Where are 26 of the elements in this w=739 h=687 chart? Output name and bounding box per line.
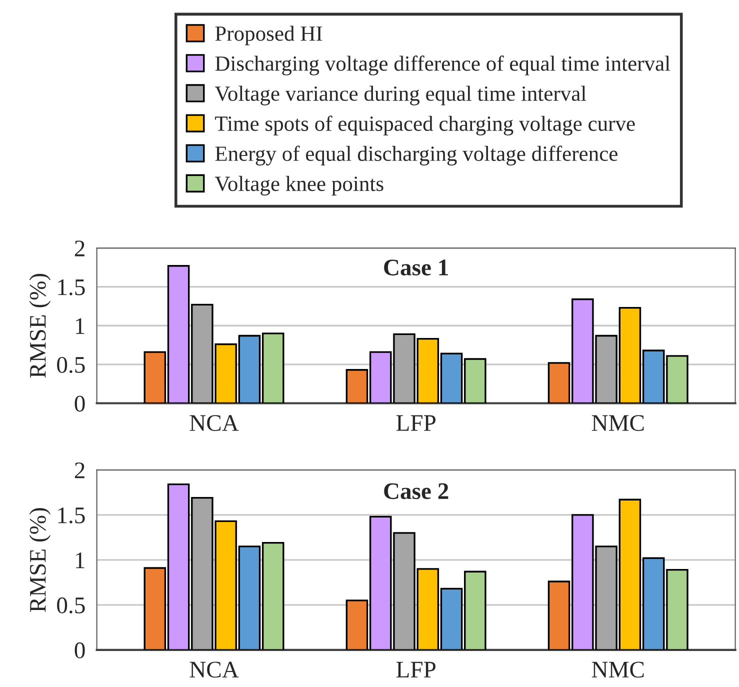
legend-label: Proposed HI [215, 26, 322, 46]
x-tick-label: NCA [190, 662, 239, 678]
y-tick-label: 1.5 [58, 508, 85, 524]
y-axis-title: RMSE (%) [29, 274, 51, 378]
y-tick-label: 2 [74, 240, 84, 256]
y-tick-label: 0.5 [57, 356, 85, 373]
y-tick-label: 1 [76, 318, 84, 334]
x-tick-label: NCA [190, 415, 239, 431]
legend-label: Energy of equal discharging voltage difference [215, 146, 618, 166]
y-tick-label: 2 [74, 462, 84, 478]
legend-label: Time spots of equispaced charging voltage curve [215, 116, 635, 136]
y-tick-label: 0.5 [57, 597, 85, 614]
x-tick-label: NMC [592, 662, 644, 678]
chart-title: Case 2 [384, 483, 448, 500]
x-tick-label: LFP [396, 662, 436, 678]
legend-label: Discharging voltage difference of equal time interval [215, 56, 670, 76]
y-tick-label: 0 [74, 642, 85, 658]
chart-title: Case 1 [384, 260, 448, 276]
legend-label: Voltage variance during equal time interval [214, 86, 586, 106]
y-axis-title: RMSE (%) [29, 508, 51, 612]
y-tick-label: 0 [74, 396, 85, 412]
legend-label: Voltage knee points [214, 176, 384, 196]
x-tick-label: LFP [396, 415, 436, 431]
x-tick-label: NMC [592, 415, 644, 431]
y-tick-label: 1 [76, 552, 84, 568]
y-tick-label: 1.5 [58, 279, 85, 296]
